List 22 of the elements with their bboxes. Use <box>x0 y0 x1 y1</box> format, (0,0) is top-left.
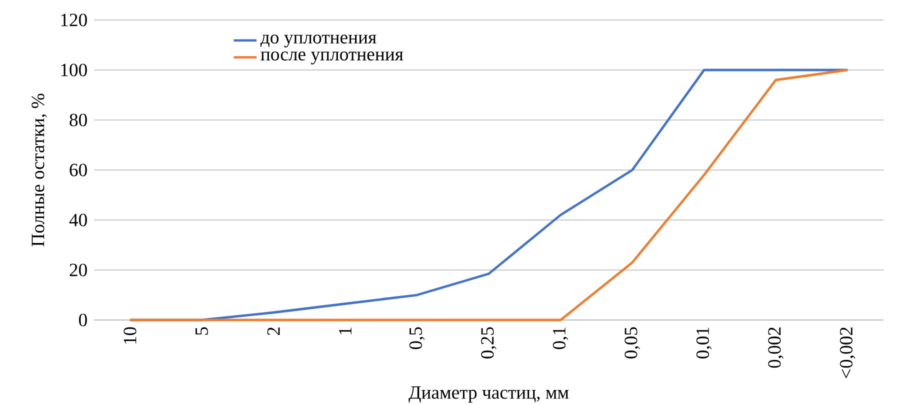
x-tick-label: 10 <box>124 327 136 344</box>
x-tick-label: 0,25 <box>481 327 496 358</box>
y-tick-label: 80 <box>70 114 87 126</box>
y-tick-label: 120 <box>61 14 87 26</box>
y-tick-label: 20 <box>70 264 87 276</box>
y-tick-label: 100 <box>61 64 87 76</box>
x-tick-label: 0,01 <box>696 328 712 358</box>
x-tick-label: 0,5 <box>409 327 425 350</box>
y-tick-label: 60 <box>70 164 87 176</box>
x-tick-label: 1 <box>339 328 352 334</box>
x-tick-label: 0,1 <box>552 328 568 350</box>
x-tick-label: 0,002 <box>768 328 784 368</box>
y-axis-title: Полные остатки, % <box>32 94 47 246</box>
x-axis-title: Диаметр частиц, мм <box>408 386 569 403</box>
x-tick-label: 2 <box>267 328 280 336</box>
x-tick-label: 0,05 <box>624 327 640 358</box>
legend-label: до уплотнения <box>260 34 376 48</box>
x-tick-label: 5 <box>196 327 208 335</box>
legend-label: после уплотнения <box>260 52 404 64</box>
x-tick-label: <0,002 <box>840 328 856 378</box>
y-tick-label: 0 <box>79 314 87 326</box>
y-tick-label: 40 <box>69 214 87 226</box>
